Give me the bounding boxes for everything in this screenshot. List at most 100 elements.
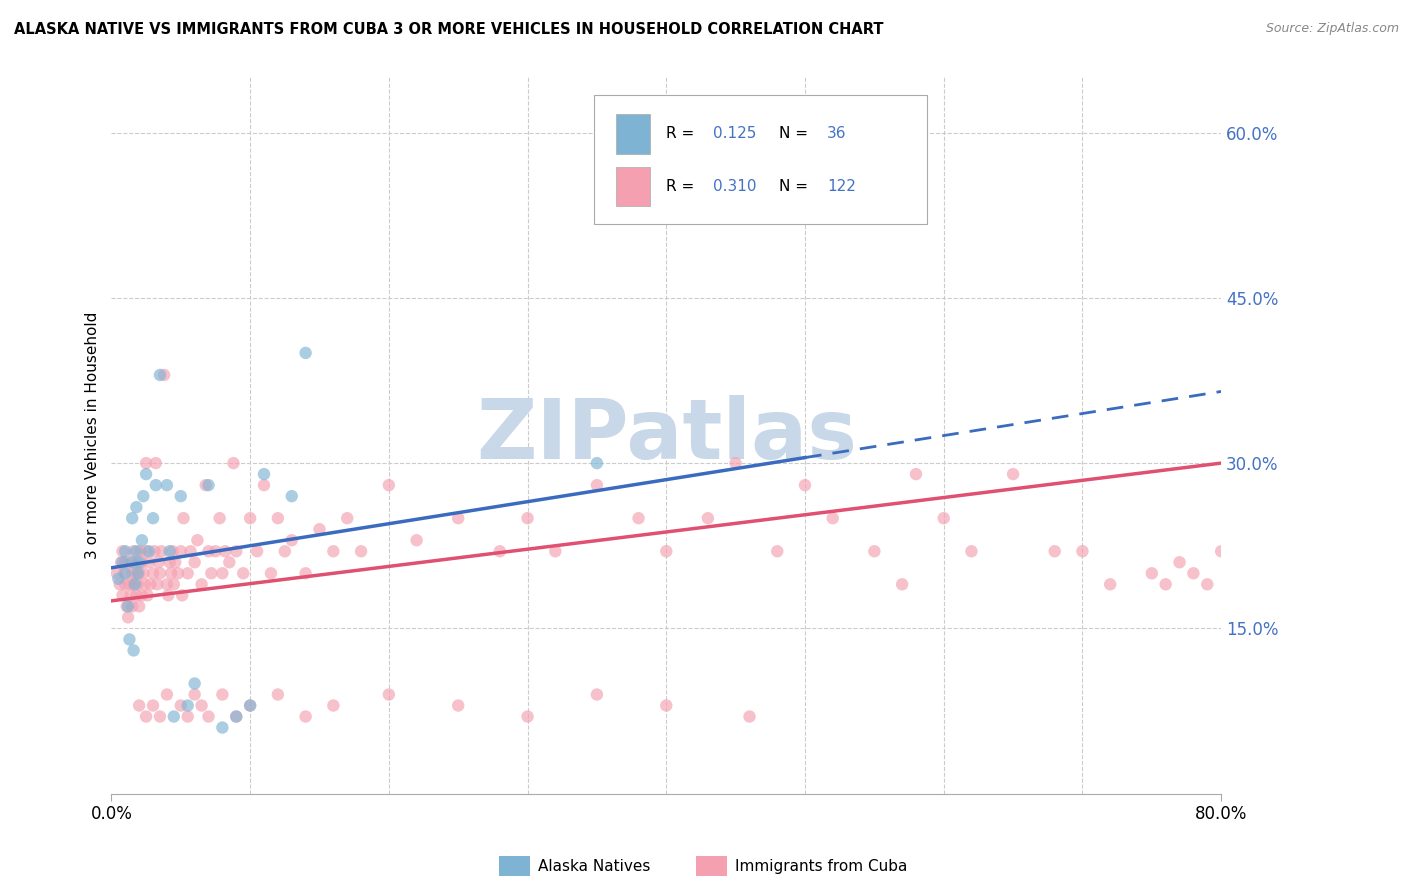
Point — [114, 566, 136, 581]
Point — [447, 511, 470, 525]
Point — [794, 192, 817, 206]
Point — [131, 533, 153, 548]
Point — [405, 533, 427, 548]
Point — [156, 688, 179, 702]
Point — [253, 478, 276, 492]
Point — [655, 698, 678, 713]
Point — [173, 511, 195, 525]
Point — [114, 544, 136, 558]
Point — [162, 544, 184, 558]
Point — [170, 489, 193, 503]
Point — [197, 544, 219, 558]
Point — [136, 588, 159, 602]
Point — [132, 566, 155, 581]
Point — [239, 698, 262, 713]
Point — [114, 555, 136, 569]
Point — [156, 577, 179, 591]
Text: R =: R = — [666, 126, 699, 141]
Point — [125, 500, 148, 515]
Point — [117, 599, 139, 614]
Point — [183, 688, 205, 702]
Point — [145, 478, 167, 492]
Point — [128, 599, 150, 614]
Point — [145, 456, 167, 470]
Text: N =: N = — [779, 179, 813, 194]
Text: Source: ZipAtlas.com: Source: ZipAtlas.com — [1265, 22, 1399, 36]
Point — [156, 478, 179, 492]
Point — [107, 572, 129, 586]
Text: 0.310: 0.310 — [713, 179, 756, 194]
Point — [225, 544, 247, 558]
Point — [516, 511, 538, 525]
Point — [138, 544, 160, 558]
Point — [129, 544, 152, 558]
Point — [160, 566, 183, 581]
Point — [378, 478, 401, 492]
Point — [179, 544, 201, 558]
Point — [150, 544, 173, 558]
Point — [143, 544, 166, 558]
Point — [190, 577, 212, 591]
Point — [142, 698, 165, 713]
Point — [163, 577, 186, 591]
Point — [165, 555, 187, 569]
Point — [183, 676, 205, 690]
Point — [1197, 577, 1219, 591]
Point — [159, 544, 181, 558]
Point — [177, 698, 200, 713]
Point — [131, 588, 153, 602]
Point — [115, 599, 138, 614]
Point — [111, 555, 134, 569]
Point — [1182, 566, 1205, 581]
Point — [149, 368, 172, 382]
Point — [121, 511, 143, 525]
Point — [447, 698, 470, 713]
Point — [122, 577, 145, 591]
Point — [118, 555, 141, 569]
FancyBboxPatch shape — [595, 95, 927, 224]
Text: 122: 122 — [827, 179, 856, 194]
Point — [281, 489, 304, 503]
Point — [821, 511, 844, 525]
Point — [222, 456, 245, 470]
Point — [904, 467, 927, 482]
Point — [194, 478, 217, 492]
Point — [308, 522, 330, 536]
Point — [197, 709, 219, 723]
Point — [1071, 544, 1094, 558]
Point — [120, 588, 142, 602]
FancyBboxPatch shape — [616, 114, 650, 153]
Text: Immigrants from Cuba: Immigrants from Cuba — [735, 859, 908, 873]
Point — [294, 346, 316, 360]
Point — [696, 511, 718, 525]
Point — [134, 577, 156, 591]
Point — [204, 544, 226, 558]
Point — [932, 511, 955, 525]
Text: R =: R = — [666, 179, 699, 194]
Point — [225, 709, 247, 723]
Point — [124, 577, 146, 591]
Point — [124, 566, 146, 581]
Point — [239, 698, 262, 713]
Point — [253, 467, 276, 482]
Point — [794, 478, 817, 492]
Point — [239, 511, 262, 525]
Point — [267, 511, 290, 525]
Point — [131, 555, 153, 569]
Point — [627, 511, 650, 525]
Point — [149, 566, 172, 581]
Point — [159, 555, 181, 569]
Point — [225, 709, 247, 723]
Point — [157, 588, 180, 602]
Point — [200, 566, 222, 581]
Point — [267, 688, 290, 702]
Point — [135, 709, 157, 723]
Point — [132, 489, 155, 503]
Point — [153, 368, 176, 382]
Point — [125, 588, 148, 602]
Point — [655, 544, 678, 558]
Point — [138, 555, 160, 569]
Point — [516, 709, 538, 723]
Point — [1154, 577, 1177, 591]
Text: ZIPatlas: ZIPatlas — [475, 395, 856, 476]
